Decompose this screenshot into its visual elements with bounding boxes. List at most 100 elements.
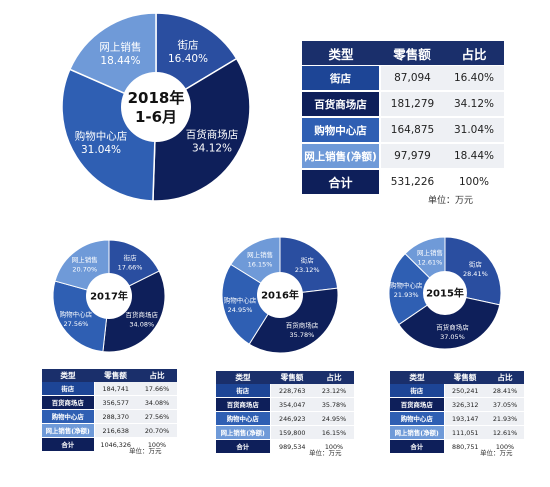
pie-center-title: 2018年 [128, 89, 185, 107]
row-share: 37.05% [486, 397, 524, 412]
row-sales: 354,047 [270, 397, 314, 412]
row-label: 街店 [390, 384, 445, 398]
row-share: 16.40% [444, 65, 504, 92]
row-label: 购物中心店 [42, 409, 95, 424]
table-row: 网上销售(净额) 159,800 16.15% [216, 425, 354, 440]
row-sales: 184,741 [94, 382, 137, 396]
row-share: 34.08% [137, 395, 177, 410]
row-label: 购物中心店 [390, 411, 445, 426]
row-sales: 193,147 [444, 411, 486, 426]
pie-center-title: 1-6月 [135, 108, 177, 126]
slice-value-label: 27.56% [63, 320, 88, 328]
pie-slice [398, 292, 501, 350]
slice-label: 网上销售 [99, 41, 141, 54]
table-total-row: 合计 989,534 100% [216, 439, 354, 454]
header-type: 类型 [42, 369, 94, 382]
row-share: 12.61% [486, 425, 524, 440]
table-row: 百货商场店 356,577 34.08% [42, 395, 177, 410]
slice-label: 网上销售 [417, 248, 443, 257]
row-share: 18.44% [444, 143, 504, 170]
row-sales: 228,763 [270, 384, 314, 398]
row-label: 网上销售(净额) [216, 425, 271, 440]
table-row: 街店 250,241 28.41% [390, 384, 524, 398]
row-sales: 181,279 [380, 91, 444, 118]
row-label: 街店 [42, 382, 95, 396]
total-sales: 531,226 [380, 169, 444, 196]
row-share: 20.70% [137, 423, 177, 438]
row-share: 31.04% [444, 117, 504, 144]
table-header-row: 类型 零售额 占比 [302, 41, 504, 66]
table-row: 购物中心店 246,923 24.95% [216, 411, 354, 426]
table-row: 街店 87,094 16.40% [302, 65, 504, 92]
table-2016: 类型 零售额 占比 街店 228,763 23.12% 百货商场店 354,04… [216, 371, 354, 454]
slice-label: 百货商场店 [126, 310, 159, 319]
header-sales: 零售额 [380, 41, 444, 66]
slice-value-label: 28.41% [463, 270, 488, 278]
table-row: 百货商场店 181,279 34.12% [302, 91, 504, 118]
table-row: 街店 228,763 23.12% [216, 384, 354, 398]
unit-note: 单位：万元 [129, 447, 162, 455]
row-label: 购物中心店 [216, 411, 271, 426]
slice-value-label: 34.08% [129, 320, 154, 328]
header-type: 类型 [302, 41, 380, 66]
pie-slice [388, 252, 446, 326]
row-share: 23.12% [314, 384, 354, 398]
slice-value-label: 34.12% [192, 142, 232, 154]
row-label: 街店 [302, 65, 381, 92]
total-share: 100% [314, 439, 354, 454]
row-sales: 97,979 [380, 143, 444, 170]
table-row: 百货商场店 326,312 37.05% [390, 397, 524, 412]
row-sales: 111,051 [444, 425, 486, 440]
header-share: 占比 [444, 41, 504, 66]
slice-value-label: 17.66% [118, 263, 143, 271]
row-share: 16.15% [314, 425, 354, 440]
row-label: 购物中心店 [302, 117, 381, 144]
unit-note: 单位：万元 [309, 449, 342, 457]
row-label: 百货商场店 [302, 91, 381, 118]
slice-value-label: 35.78% [290, 331, 315, 339]
slice-label: 街店 [124, 253, 138, 262]
unit-note: 单位：万元 [428, 196, 474, 206]
pie-center-hole [86, 273, 132, 319]
table-2015: 类型 零售额 占比 街店 250,241 28.41% 百货商场店 326,31… [390, 371, 524, 454]
row-share: 27.56% [137, 409, 177, 424]
row-sales: 250,241 [444, 384, 486, 398]
table-row: 购物中心店 193,147 21.93% [390, 411, 524, 426]
slice-value-label: 24.95% [228, 306, 253, 314]
slice-value-label: 16.40% [168, 53, 208, 65]
slice-label: 百货商场店 [186, 128, 239, 141]
header-share: 占比 [137, 369, 177, 382]
table-total-row: 合计 1046,326 100% [42, 437, 177, 452]
slice-label: 街店 [469, 260, 483, 269]
header-type: 类型 [216, 371, 270, 384]
table-total-row: 合计 531,226 100% [302, 169, 504, 196]
pie-center-hole [423, 271, 467, 315]
header-share: 占比 [486, 371, 524, 384]
slice-value-label: 21.93% [394, 291, 419, 299]
total-share: 100% [486, 439, 524, 454]
total-label: 合计 [42, 437, 95, 452]
total-sales: 1046,326 [94, 437, 137, 452]
row-sales: 164,875 [380, 117, 444, 144]
table-row: 购物中心店 288,370 27.56% [42, 409, 177, 424]
row-share: 28.41% [486, 384, 524, 398]
slice-label: 购物中心店 [390, 281, 423, 290]
row-share: 17.66% [137, 382, 177, 396]
slice-label: 百货商场店 [286, 321, 319, 330]
table-header-row: 类型 零售额 占比 [216, 371, 354, 384]
row-share: 21.93% [486, 411, 524, 426]
row-label: 网上销售(净额) [42, 423, 95, 438]
table-row: 百货商场店 354,047 35.78% [216, 397, 354, 412]
row-sales: 159,800 [270, 425, 314, 440]
row-label: 网上销售(净额) [302, 143, 381, 170]
table-row: 街店 184,741 17.66% [42, 382, 177, 396]
total-sales: 989,534 [270, 439, 314, 454]
total-label: 合计 [390, 439, 445, 454]
table-row: 网上销售(净额) 97,979 18.44% [302, 143, 504, 170]
header-sales: 零售额 [444, 371, 486, 384]
pie-slice [102, 270, 166, 353]
pie-center-title: 2016年 [261, 289, 299, 302]
slice-label: 街店 [178, 38, 199, 51]
unit-note: 单位：万元 [480, 449, 513, 457]
